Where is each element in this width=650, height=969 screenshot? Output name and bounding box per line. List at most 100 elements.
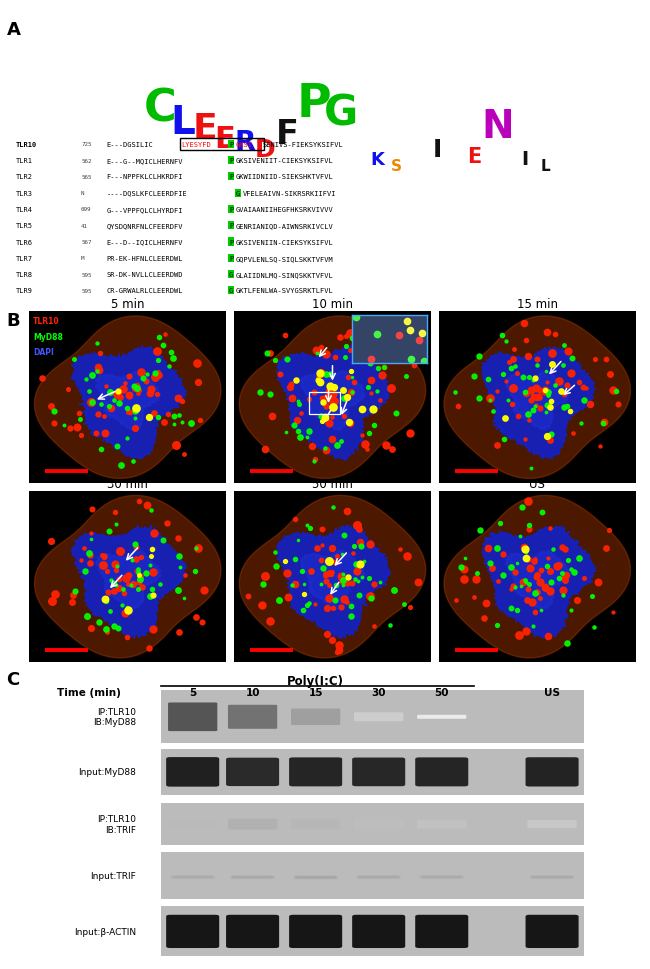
FancyBboxPatch shape — [359, 876, 399, 878]
Title: 10 min: 10 min — [312, 297, 353, 311]
Polygon shape — [95, 550, 161, 610]
Text: N: N — [81, 191, 84, 196]
Text: TLR5: TLR5 — [16, 223, 33, 229]
Text: Poly(I:C): Poly(I:C) — [287, 674, 344, 687]
Text: IP:TLR10
IB:TRIF: IP:TLR10 IB:TRIF — [97, 815, 136, 834]
Text: GKSIVENIIN-CIEKSYKSIFVL: GKSIVENIIN-CIEKSYKSIFVL — [236, 239, 333, 245]
Polygon shape — [34, 496, 221, 658]
Text: P: P — [229, 206, 233, 213]
FancyBboxPatch shape — [352, 915, 405, 948]
Polygon shape — [239, 496, 426, 658]
FancyBboxPatch shape — [230, 876, 275, 879]
Text: P: P — [229, 256, 233, 262]
Polygon shape — [444, 496, 630, 658]
FancyBboxPatch shape — [530, 876, 575, 879]
Text: G: G — [229, 288, 233, 295]
FancyBboxPatch shape — [358, 876, 400, 879]
Text: E: E — [192, 111, 217, 145]
Text: I: I — [433, 138, 443, 162]
FancyBboxPatch shape — [289, 915, 342, 948]
FancyBboxPatch shape — [168, 819, 217, 829]
FancyBboxPatch shape — [166, 758, 219, 787]
FancyBboxPatch shape — [168, 703, 217, 732]
Text: R: R — [235, 129, 256, 157]
FancyBboxPatch shape — [526, 915, 578, 948]
Polygon shape — [506, 550, 571, 610]
Text: 699: 699 — [81, 207, 92, 212]
Title: 30 min: 30 min — [107, 477, 148, 490]
Text: QYSDQNRFNLCFEERDFV: QYSDQNRFNLCFEERDFV — [107, 223, 183, 229]
Text: ----DQSLKFCLEERDFIE: ----DQSLKFCLEERDFIE — [107, 191, 187, 197]
FancyBboxPatch shape — [293, 876, 338, 880]
Text: F---NPPFKLCLHKRDFI: F---NPPFKLCLHKRDFI — [107, 174, 183, 180]
FancyBboxPatch shape — [422, 876, 462, 878]
Text: TLR7: TLR7 — [16, 256, 33, 262]
Text: 50: 50 — [434, 688, 449, 698]
Text: Input:MyD88: Input:MyD88 — [78, 767, 136, 776]
Text: E---DGSILIC: E---DGSILIC — [107, 141, 153, 147]
FancyBboxPatch shape — [228, 705, 278, 729]
FancyBboxPatch shape — [415, 915, 468, 948]
Text: E: E — [214, 125, 235, 154]
Text: GKWIIDNIID-SIEKSHKTVFVL: GKWIIDNIID-SIEKSHKTVFVL — [236, 174, 333, 180]
FancyBboxPatch shape — [532, 876, 572, 878]
Polygon shape — [300, 371, 366, 431]
Bar — [309, 392, 341, 415]
Polygon shape — [239, 317, 426, 479]
Bar — [161, 803, 584, 845]
Text: 567: 567 — [81, 239, 92, 245]
Polygon shape — [300, 550, 365, 610]
Text: LYESYFD: LYESYFD — [181, 141, 211, 147]
FancyBboxPatch shape — [233, 876, 273, 878]
FancyBboxPatch shape — [173, 876, 213, 878]
Text: I: I — [521, 150, 528, 169]
FancyBboxPatch shape — [291, 819, 341, 829]
Text: 595: 595 — [81, 272, 92, 277]
Bar — [161, 749, 584, 795]
Text: 595: 595 — [81, 289, 92, 294]
FancyBboxPatch shape — [417, 820, 467, 828]
Text: 15: 15 — [308, 688, 323, 698]
Bar — [161, 906, 584, 956]
Text: E---G--MQICLHERNFV: E---G--MQICLHERNFV — [107, 158, 183, 164]
Text: TLR4: TLR4 — [16, 206, 33, 213]
Text: PR-EK-HFNLCLEERDWL: PR-EK-HFNLCLEERDWL — [107, 256, 183, 262]
Text: E---D--IQICLHERNFV: E---D--IQICLHERNFV — [107, 239, 183, 245]
FancyBboxPatch shape — [531, 876, 573, 879]
Polygon shape — [70, 346, 187, 459]
Text: TLR2: TLR2 — [16, 174, 33, 180]
Bar — [161, 852, 584, 899]
Polygon shape — [276, 346, 392, 461]
FancyBboxPatch shape — [289, 758, 342, 787]
Title: US: US — [529, 477, 545, 490]
Text: P: P — [229, 141, 233, 147]
Text: P: P — [229, 223, 233, 229]
Text: DAPI: DAPI — [33, 348, 54, 357]
Title: 5 min: 5 min — [111, 297, 144, 311]
Text: TLR8: TLR8 — [16, 272, 33, 278]
Text: F: F — [276, 117, 298, 150]
Text: G: G — [229, 272, 233, 278]
Text: C: C — [6, 671, 20, 689]
FancyBboxPatch shape — [526, 758, 578, 787]
Title: 15 min: 15 min — [517, 297, 558, 311]
Polygon shape — [95, 371, 161, 430]
Text: Input:TRIF: Input:TRIF — [90, 871, 136, 880]
Polygon shape — [444, 317, 630, 479]
Text: G---VPPFQLCLHYRDFI: G---VPPFQLCLHYRDFI — [107, 206, 183, 213]
Text: L: L — [540, 158, 550, 173]
Text: TLR9: TLR9 — [16, 288, 33, 295]
Polygon shape — [481, 348, 596, 460]
Text: GKSI: GKSI — [236, 141, 253, 147]
Text: TLR10: TLR10 — [16, 141, 38, 147]
Text: 30: 30 — [371, 688, 386, 698]
FancyBboxPatch shape — [294, 876, 337, 879]
FancyBboxPatch shape — [527, 820, 577, 828]
Polygon shape — [276, 525, 391, 639]
Bar — [161, 691, 584, 743]
Text: P: P — [229, 174, 233, 180]
FancyBboxPatch shape — [417, 715, 467, 719]
Text: 5: 5 — [189, 688, 196, 698]
Text: 10: 10 — [245, 688, 260, 698]
Text: VFELEAIVN-SIKRSRKIIFVI: VFELEAIVN-SIKRSRKIIFVI — [242, 191, 336, 197]
